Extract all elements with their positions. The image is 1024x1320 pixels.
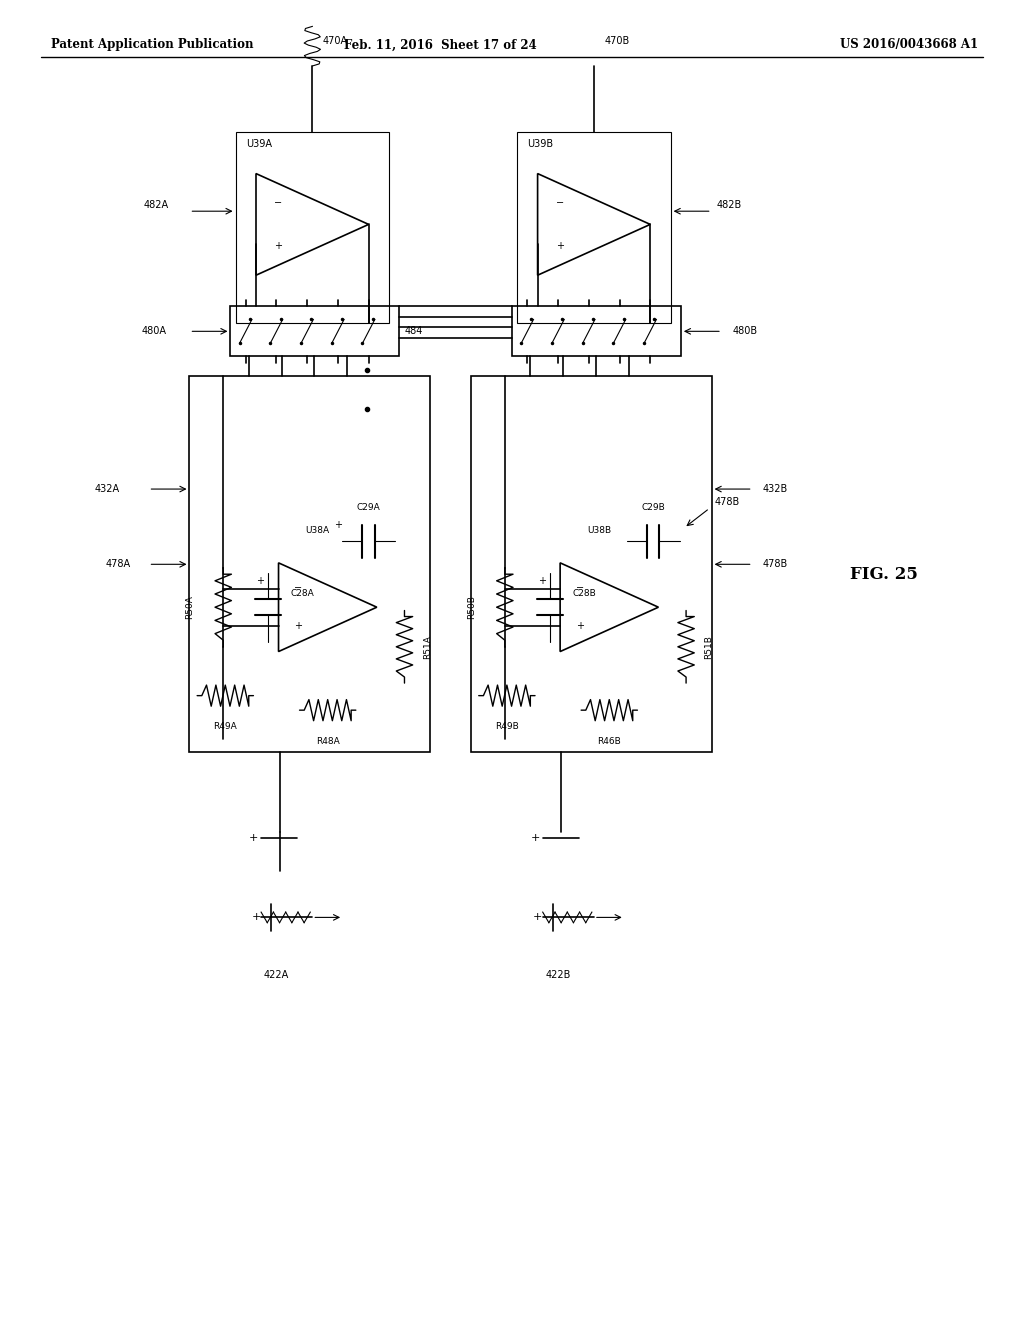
Text: R49A: R49A xyxy=(213,722,238,731)
Text: 480B: 480B xyxy=(732,326,758,337)
Bar xyxy=(471,376,712,752)
Text: FIG. 25: FIG. 25 xyxy=(850,566,918,582)
Text: U38B: U38B xyxy=(587,525,611,535)
Text: R48A: R48A xyxy=(315,737,340,746)
Text: R51B: R51B xyxy=(705,635,714,659)
Text: −: − xyxy=(575,583,584,593)
Text: +: + xyxy=(294,622,302,631)
Text: C28A: C28A xyxy=(291,590,314,598)
Text: +: + xyxy=(538,576,546,586)
Text: 432B: 432B xyxy=(763,484,788,494)
Text: U39B: U39B xyxy=(527,139,554,149)
Text: 482B: 482B xyxy=(717,199,742,210)
Text: C29A: C29A xyxy=(356,503,381,512)
Text: R51A: R51A xyxy=(423,635,432,659)
Text: Feb. 11, 2016  Sheet 17 of 24: Feb. 11, 2016 Sheet 17 of 24 xyxy=(344,38,537,51)
Text: −: − xyxy=(274,198,283,207)
Bar xyxy=(512,306,681,356)
Text: 422A: 422A xyxy=(264,970,289,981)
Text: Patent Application Publication: Patent Application Publication xyxy=(51,38,254,51)
Bar xyxy=(230,306,399,356)
Text: +: + xyxy=(575,622,584,631)
Text: +: + xyxy=(251,912,261,923)
Text: 480A: 480A xyxy=(141,326,166,337)
Text: +: + xyxy=(249,833,259,843)
Text: 470B: 470B xyxy=(604,36,630,46)
Text: U39A: U39A xyxy=(246,139,271,149)
Text: U38A: U38A xyxy=(305,525,330,535)
Text: +: + xyxy=(334,520,342,531)
Text: R50A: R50A xyxy=(185,595,195,619)
Text: 484: 484 xyxy=(404,326,423,337)
Text: 422B: 422B xyxy=(546,970,570,981)
Text: R50B: R50B xyxy=(467,595,476,619)
Text: −: − xyxy=(556,198,564,207)
Text: 482A: 482A xyxy=(143,199,169,210)
Text: +: + xyxy=(556,242,564,251)
Text: C28B: C28B xyxy=(572,590,596,598)
Text: R46B: R46B xyxy=(597,737,622,746)
Text: 478B: 478B xyxy=(763,560,788,569)
Bar xyxy=(517,132,671,323)
Text: C29B: C29B xyxy=(641,503,666,512)
Text: +: + xyxy=(532,912,543,923)
Text: 432A: 432A xyxy=(95,484,120,494)
Text: +: + xyxy=(274,242,283,251)
Text: 470A: 470A xyxy=(323,36,348,46)
Text: R49B: R49B xyxy=(495,722,519,731)
Text: +: + xyxy=(530,833,541,843)
Bar xyxy=(189,376,430,752)
Text: +: + xyxy=(256,576,264,586)
Bar xyxy=(236,132,389,323)
Text: 478B: 478B xyxy=(715,496,740,507)
Text: −: − xyxy=(294,583,302,593)
Text: 478A: 478A xyxy=(105,560,130,569)
Text: US 2016/0043668 A1: US 2016/0043668 A1 xyxy=(840,38,978,51)
